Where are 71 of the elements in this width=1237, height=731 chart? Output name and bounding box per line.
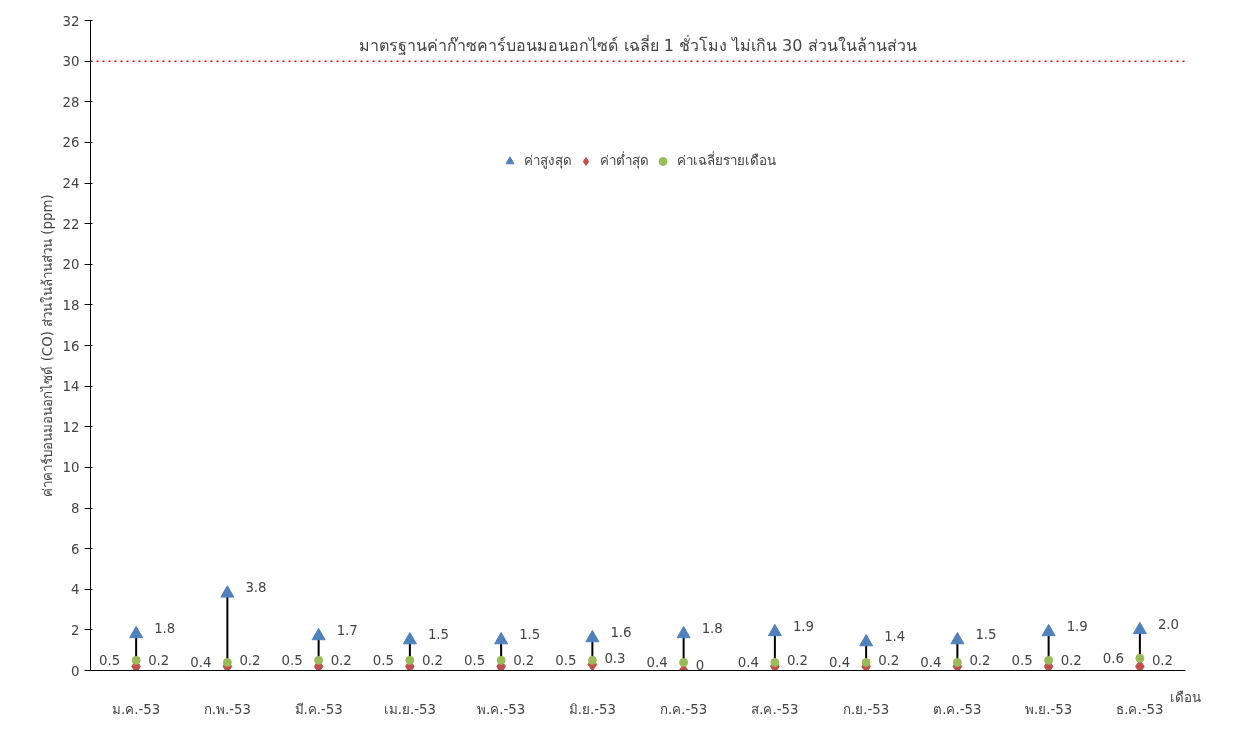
data-label: 0.2 [1151, 653, 1174, 669]
legend-label: ค่าเฉลี่ยรายเดือน [677, 150, 776, 170]
legend-label: ค่าต่ำสุด [600, 150, 649, 171]
data-label: 2.0 [1157, 616, 1180, 632]
y-tick-label: 22 [62, 216, 80, 232]
data-label: 0.5 [372, 653, 394, 669]
data-label: 1.5 [519, 627, 541, 643]
data-label: 1.4 [884, 629, 906, 645]
x-tick-label: ก.พ.-53 [203, 701, 251, 717]
y-tick-label: 20 [62, 257, 80, 273]
x-tick-label: เม.ย.-53 [383, 701, 436, 717]
data-label: 0.5 [98, 653, 121, 669]
data-label: 0.6 [1102, 651, 1124, 667]
x-tick-label: ม.ค.-53 [112, 701, 161, 717]
data-label: 1.9 [1066, 618, 1088, 634]
data-label: 1.9 [792, 618, 815, 634]
data-label: 0.5 [555, 653, 577, 669]
x-axis-title: เดือน [1170, 689, 1201, 705]
y-tick-label: 24 [62, 176, 80, 191]
data-label: 0.2 [330, 653, 352, 669]
data-label: 0.2 [969, 653, 991, 669]
data-label: 0.2 [148, 653, 170, 669]
y-tick-label: 18 [62, 297, 80, 313]
y-axis-title: ค่าคาร์บอนมอนอกไซด์ (CO) ส่วนในล้านส่วน (ppm) [38, 194, 55, 497]
data-label: 0.4 [828, 655, 851, 671]
data-label: 0.4 [737, 655, 759, 671]
data-label: 1.6 [610, 625, 632, 640]
data-label: 3.8 [245, 580, 267, 596]
y-tick-label: 2 [71, 622, 80, 638]
x-tick-label: ก.ย.-53 [843, 701, 890, 717]
data-label: 0.5 [1011, 653, 1033, 669]
y-tick-label: 26 [62, 135, 80, 151]
data-label: 0.4 [646, 655, 668, 671]
y-tick-label: 12 [62, 419, 80, 435]
y-tick-label: 32 [62, 13, 80, 29]
data-label: 0.4 [920, 655, 942, 671]
data-label: 0.2 [878, 653, 900, 669]
y-tick-label: 30 [62, 54, 80, 70]
data-label: 0.5 [281, 653, 303, 669]
data-label: 1.5 [427, 627, 450, 643]
data-label: 1.8 [701, 620, 723, 636]
data-label: 0.2 [1060, 653, 1082, 669]
y-tick-label: 28 [62, 94, 80, 110]
y-tick-label: 4 [71, 582, 80, 598]
x-tick-label: พ.ค.-53 [477, 701, 526, 717]
data-label: 0.2 [786, 653, 809, 669]
y-tick-label: 14 [62, 379, 80, 395]
y-tick-label: 0 [71, 663, 80, 679]
data-label: 0.4 [190, 655, 212, 671]
x-tick-label: ก.ค.-53 [660, 701, 708, 717]
x-tick-label: พ.ย.-53 [1025, 701, 1073, 717]
data-label: 0.2 [513, 653, 535, 669]
legend-label: ค่าสูงสุด [524, 152, 572, 171]
y-tick-label: 8 [71, 501, 80, 516]
data-label: 1.5 [975, 627, 997, 643]
y-tick-label: 16 [62, 338, 80, 354]
data-label: 0.3 [604, 651, 626, 667]
x-tick-label: ส.ค.-53 [751, 701, 799, 717]
x-tick-label: มิ.ย.-53 [568, 701, 616, 717]
data-label: 1.8 [154, 620, 176, 636]
x-tick-label: มี.ค.-53 [294, 701, 343, 717]
y-tick-label: 10 [62, 460, 80, 476]
ref-line-label: มาตรฐานค่าก๊าซคาร์บอนมอนอกไซด์ เฉลี่ย 1 ชั่วโมง ไม่เกิน 30 ส่วนในล้านส่วน [359, 34, 917, 56]
data-label: 0.2 [239, 653, 261, 669]
data-label: 1.7 [336, 622, 358, 638]
x-tick-label: ธ.ค.-53 [1116, 701, 1164, 717]
data-label: 0.2 [421, 653, 444, 669]
y-tick-label: 6 [71, 541, 80, 557]
data-label: 0 [695, 657, 705, 673]
data-label: 0.5 [463, 653, 486, 669]
x-tick-label: ต.ค.-53 [933, 701, 982, 717]
